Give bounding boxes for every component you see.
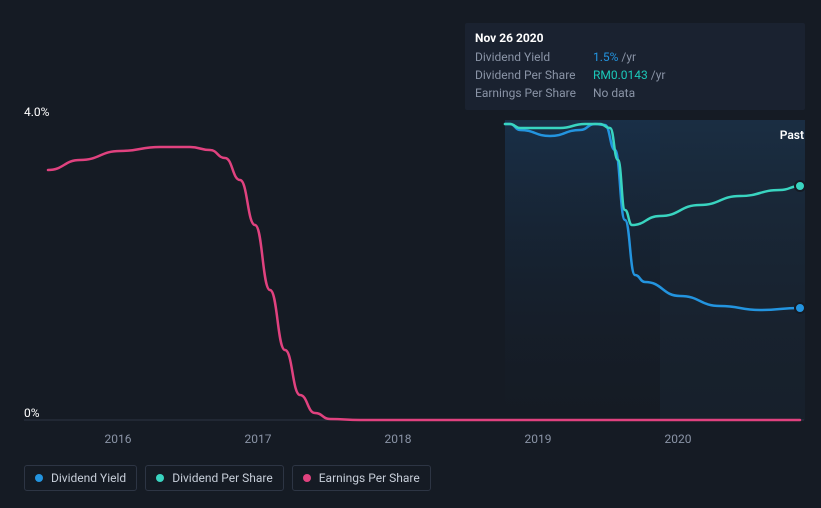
legend-label: Dividend Per Share <box>172 471 273 485</box>
legend-label: Dividend Yield <box>51 471 126 485</box>
legend-dot <box>303 474 311 482</box>
x-axis-tick-label: 2019 <box>525 432 552 446</box>
tooltip-row-label: Earnings Per Share <box>475 84 593 102</box>
y-axis-max-label: 4.0% <box>24 105 49 119</box>
y-axis-min-label: 0% <box>24 406 40 420</box>
tooltip-row-label: Dividend Yield <box>475 48 593 66</box>
legend-dot <box>156 474 164 482</box>
x-axis-tick-label: 2020 <box>665 432 692 446</box>
x-axis-tick-label: 2017 <box>245 432 272 446</box>
tooltip-row-value: No data <box>593 84 635 102</box>
tooltip-row: Dividend Yield1.5% /yr <box>475 48 795 66</box>
tooltip-row-label: Dividend Per Share <box>475 66 593 84</box>
tooltip-date: Nov 26 2020 <box>475 31 795 45</box>
legend-dot <box>35 474 43 482</box>
legend-label: Earnings Per Share <box>319 471 420 485</box>
past-label: Past <box>780 128 804 142</box>
legend-item[interactable]: Dividend Per Share <box>145 465 284 491</box>
chart-legend: Dividend Yield Dividend Per Share Earnings… <box>24 465 431 491</box>
x-axis-tick-label: 2016 <box>105 432 132 446</box>
tooltip-row-value: RM0.0143 /yr <box>593 66 665 84</box>
tooltip-row: Dividend Per ShareRM0.0143 /yr <box>475 66 795 84</box>
tooltip-row: Earnings Per ShareNo data <box>475 84 795 102</box>
tooltip-row-value: 1.5% /yr <box>593 48 636 66</box>
chart-tooltip: Nov 26 2020 Dividend Yield1.5% /yrDivide… <box>465 23 805 110</box>
legend-item[interactable]: Dividend Yield <box>24 465 137 491</box>
x-axis-tick-label: 2018 <box>385 432 412 446</box>
legend-item[interactable]: Earnings Per Share <box>292 465 431 491</box>
